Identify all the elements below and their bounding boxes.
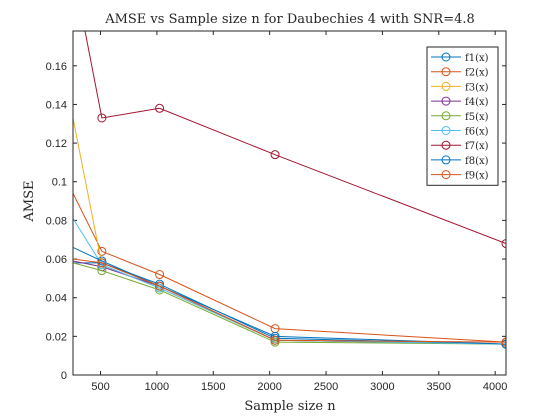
legend-marker — [441, 140, 451, 150]
x-tick-label: 2000 — [257, 381, 281, 393]
legend-item: f1(x) — [431, 52, 489, 64]
series-line — [73, 258, 506, 343]
x-tick-label: 3500 — [427, 381, 451, 393]
legend-item: f2(x) — [431, 67, 489, 79]
x-tick-label: 500 — [91, 381, 109, 393]
data-point — [270, 335, 280, 345]
legend-item: f3(x) — [431, 81, 489, 93]
axes-box — [72, 30, 507, 376]
axes: 500 1000 1500 2000 2500 3000 3500 4000 0 0.02 0.04… — [46, 31, 507, 393]
data-point — [155, 103, 165, 113]
x-tick-label: 3000 — [370, 381, 394, 393]
data-point — [270, 150, 280, 160]
legend-item: f6(x) — [431, 126, 489, 138]
legend-label: f6(x) — [465, 127, 489, 138]
y-tick-label: 0.16 — [46, 61, 67, 73]
y-tick-label: 0.04 — [46, 293, 67, 305]
x-axis-label: Sample size n — [244, 399, 336, 414]
legend-label: f3(x) — [465, 82, 489, 93]
legend-item: f7(x) — [431, 140, 489, 152]
legend-item: f9(x) — [431, 170, 489, 182]
y-tick-label: 0.06 — [46, 254, 67, 266]
legend-marker — [441, 170, 451, 180]
data-point — [97, 246, 107, 256]
y-axis-label: AMSE — [22, 180, 37, 222]
series-9 — [73, 258, 506, 347]
x-tick-label: 2500 — [314, 381, 338, 393]
data-point — [97, 258, 107, 268]
series-line — [73, 218, 506, 345]
legend-label: f8(x) — [465, 156, 489, 167]
plot-frame — [72, 30, 507, 376]
series-line — [84, 31, 506, 245]
legend-item: f8(x) — [431, 155, 489, 167]
y-tick-label: 0.14 — [46, 99, 67, 111]
data-point — [97, 113, 107, 123]
legend-label: f1(x) — [465, 53, 489, 64]
y-tick-label: 0.12 — [46, 138, 67, 150]
data-point — [155, 270, 165, 280]
legend-item: f4(x) — [431, 96, 489, 108]
series-line — [73, 193, 506, 343]
legend-marker — [441, 155, 451, 165]
chart-title: AMSE vs Sample size n for Daubechies 4 w… — [104, 12, 475, 27]
legend-label: f9(x) — [465, 171, 489, 182]
legend-marker — [441, 81, 451, 91]
data-point — [501, 239, 506, 249]
legend-label: f5(x) — [465, 112, 489, 123]
x-tick-label: 1000 — [145, 381, 169, 393]
legend-label: f4(x) — [465, 97, 489, 108]
series-group — [73, 31, 506, 349]
legend-marker — [441, 111, 451, 121]
legend-marker — [441, 67, 451, 77]
legend-label: f2(x) — [465, 68, 489, 79]
legend-marker — [441, 96, 451, 106]
legend: f1(x) f2(x) f3(x) f4(x) f5(x) f6(x) f7(x) f8(x)… — [426, 46, 499, 186]
data-point — [501, 337, 506, 347]
y-tick-label: 0.08 — [46, 215, 67, 227]
legend-label: f7(x) — [465, 141, 489, 152]
legend-item: f5(x) — [431, 111, 489, 123]
series-7 — [84, 31, 506, 249]
legend-marker — [441, 52, 451, 62]
y-tick-label: 0 — [61, 370, 67, 382]
y-tick-label: 0.02 — [46, 331, 67, 343]
legend-marker — [441, 126, 451, 135]
x-tick-label: 1500 — [201, 381, 225, 393]
data-point — [155, 281, 165, 291]
x-tick-label: 4000 — [483, 381, 507, 393]
y-tick-label: 0.1 — [52, 177, 67, 189]
